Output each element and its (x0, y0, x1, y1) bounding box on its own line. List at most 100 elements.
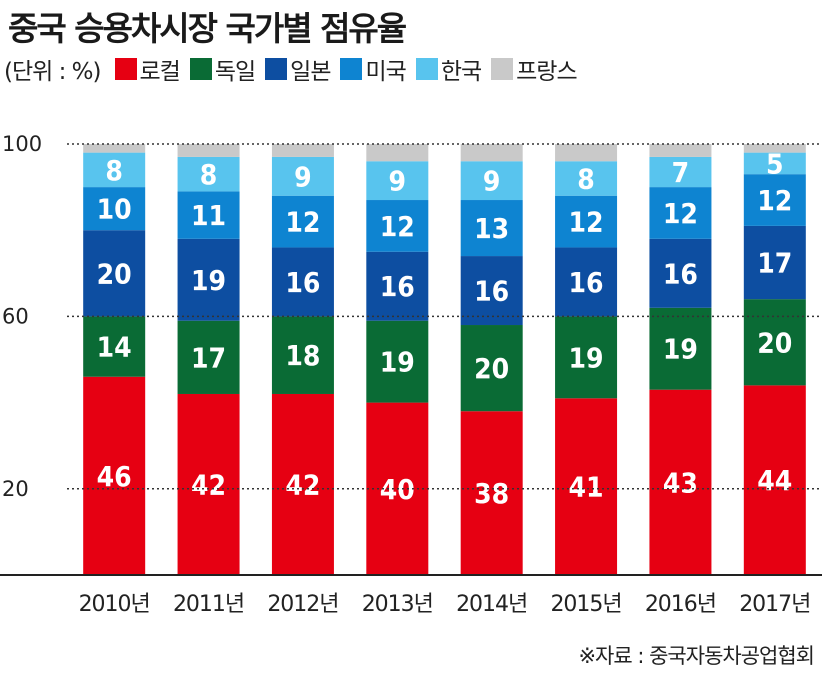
data-label: 16 (380, 270, 415, 303)
bar-segment (555, 316, 618, 399)
bar-segment (555, 144, 618, 162)
data-label: 10 (97, 193, 132, 226)
bar-segment (460, 411, 523, 575)
x-tick-label: 2014년 (456, 592, 527, 617)
data-label: 11 (191, 199, 226, 232)
legend-swatch-france (491, 58, 514, 80)
legend-swatch-japan (265, 58, 288, 80)
bar-segment (743, 152, 806, 175)
data-label: 18 (285, 339, 320, 372)
data-label: 9 (483, 165, 501, 198)
bar-segment (177, 144, 240, 157)
legend-item-local: 로컬 (114, 52, 181, 86)
data-label: 17 (757, 247, 792, 280)
bar-segment (649, 389, 712, 575)
data-label: 13 (474, 212, 509, 245)
bar-segment (177, 156, 240, 192)
data-label: 19 (569, 341, 604, 374)
legend-label-germany: 독일 (214, 59, 256, 85)
data-label: 19 (663, 333, 698, 366)
data-label: 16 (663, 257, 698, 290)
data-label: 9 (294, 160, 312, 193)
data-label: 9 (389, 165, 407, 198)
legend-swatch-korea (415, 58, 438, 80)
bar-segment (83, 316, 146, 377)
bar-segment (555, 195, 618, 248)
bar-segment (743, 174, 806, 226)
bar-segment (271, 144, 334, 157)
bar-segment (743, 225, 806, 300)
legend-item-germany: 독일 (189, 52, 256, 86)
data-label: 42 (191, 468, 226, 501)
y-tick-label: 100 (2, 132, 42, 156)
bar-segment (83, 144, 146, 153)
bar-segment (83, 230, 146, 317)
data-label: 43 (663, 466, 698, 499)
bar-segment (271, 393, 334, 575)
legend: (단위 : %) 로컬 독일 일본 미국 한국 프랑스 (4, 52, 587, 86)
chart-title: 중국 승용차시장 국가별 점유율 (8, 9, 407, 48)
bar-segment (460, 256, 523, 326)
bar-segment (555, 247, 618, 317)
bar-segment (366, 320, 429, 403)
unit-label: (단위 : %) (4, 59, 101, 85)
bar-segment (177, 191, 240, 239)
x-tick-label: 2012년 (267, 592, 338, 617)
data-label: 8 (200, 158, 218, 191)
bar-segment (649, 238, 712, 308)
legend-item-usa: 미국 (340, 52, 407, 86)
bar-segment (460, 144, 523, 162)
bar-segment (366, 144, 429, 162)
y-tick-label: 60 (2, 304, 29, 328)
data-label: 20 (757, 326, 792, 359)
bar-segment (177, 238, 240, 321)
bar-segment (460, 161, 523, 201)
x-tick-label: 2015년 (550, 592, 621, 617)
bar-segment (366, 251, 429, 321)
bar-segment (271, 247, 334, 317)
bar-segment (743, 385, 806, 575)
data-label: 38 (474, 477, 509, 510)
data-label: 44 (757, 464, 792, 497)
data-label: 17 (191, 341, 226, 374)
data-label: 42 (285, 468, 320, 501)
bar-segment (83, 152, 146, 188)
data-label: 12 (285, 206, 320, 239)
data-label: 12 (569, 206, 604, 239)
legend-item-japan: 일본 (265, 52, 331, 86)
x-tick-label: 2013년 (362, 592, 433, 617)
legend-label-usa: 미국 (365, 59, 406, 85)
data-label: 5 (766, 147, 784, 180)
legend-label-local: 로컬 (139, 59, 181, 85)
legend-label-korea: 한국 (440, 59, 482, 85)
x-tick-label: 2016년 (645, 592, 716, 617)
data-label: 8 (577, 162, 595, 195)
x-tick-label: 2010년 (79, 592, 150, 617)
bar-segment (649, 156, 712, 188)
data-label: 16 (474, 275, 509, 308)
legend-label-japan: 일본 (290, 59, 331, 85)
bar-segment (460, 325, 523, 412)
data-label: 41 (569, 471, 604, 504)
legend-item-france: 프랑스 (491, 52, 578, 86)
bar-segment (271, 316, 334, 394)
data-label: 16 (285, 266, 320, 299)
legend-swatch-local (114, 58, 137, 80)
bar-segment (649, 307, 712, 390)
bar-segment (177, 320, 240, 394)
bar-segment (649, 144, 712, 157)
bar-segment (271, 156, 334, 196)
legend-label-france: 프랑스 (516, 59, 577, 85)
y-tick-label: 20 (2, 477, 29, 501)
bar-segment (366, 200, 429, 252)
data-label: 14 (97, 331, 132, 364)
data-label: 7 (672, 156, 690, 189)
legend-swatch-usa (340, 58, 363, 80)
bar-segment (743, 299, 806, 386)
data-label: 12 (757, 184, 792, 217)
bar-segment (460, 200, 523, 257)
bar-segment (83, 376, 146, 575)
data-label: 19 (191, 264, 226, 297)
data-label: 12 (663, 197, 698, 230)
